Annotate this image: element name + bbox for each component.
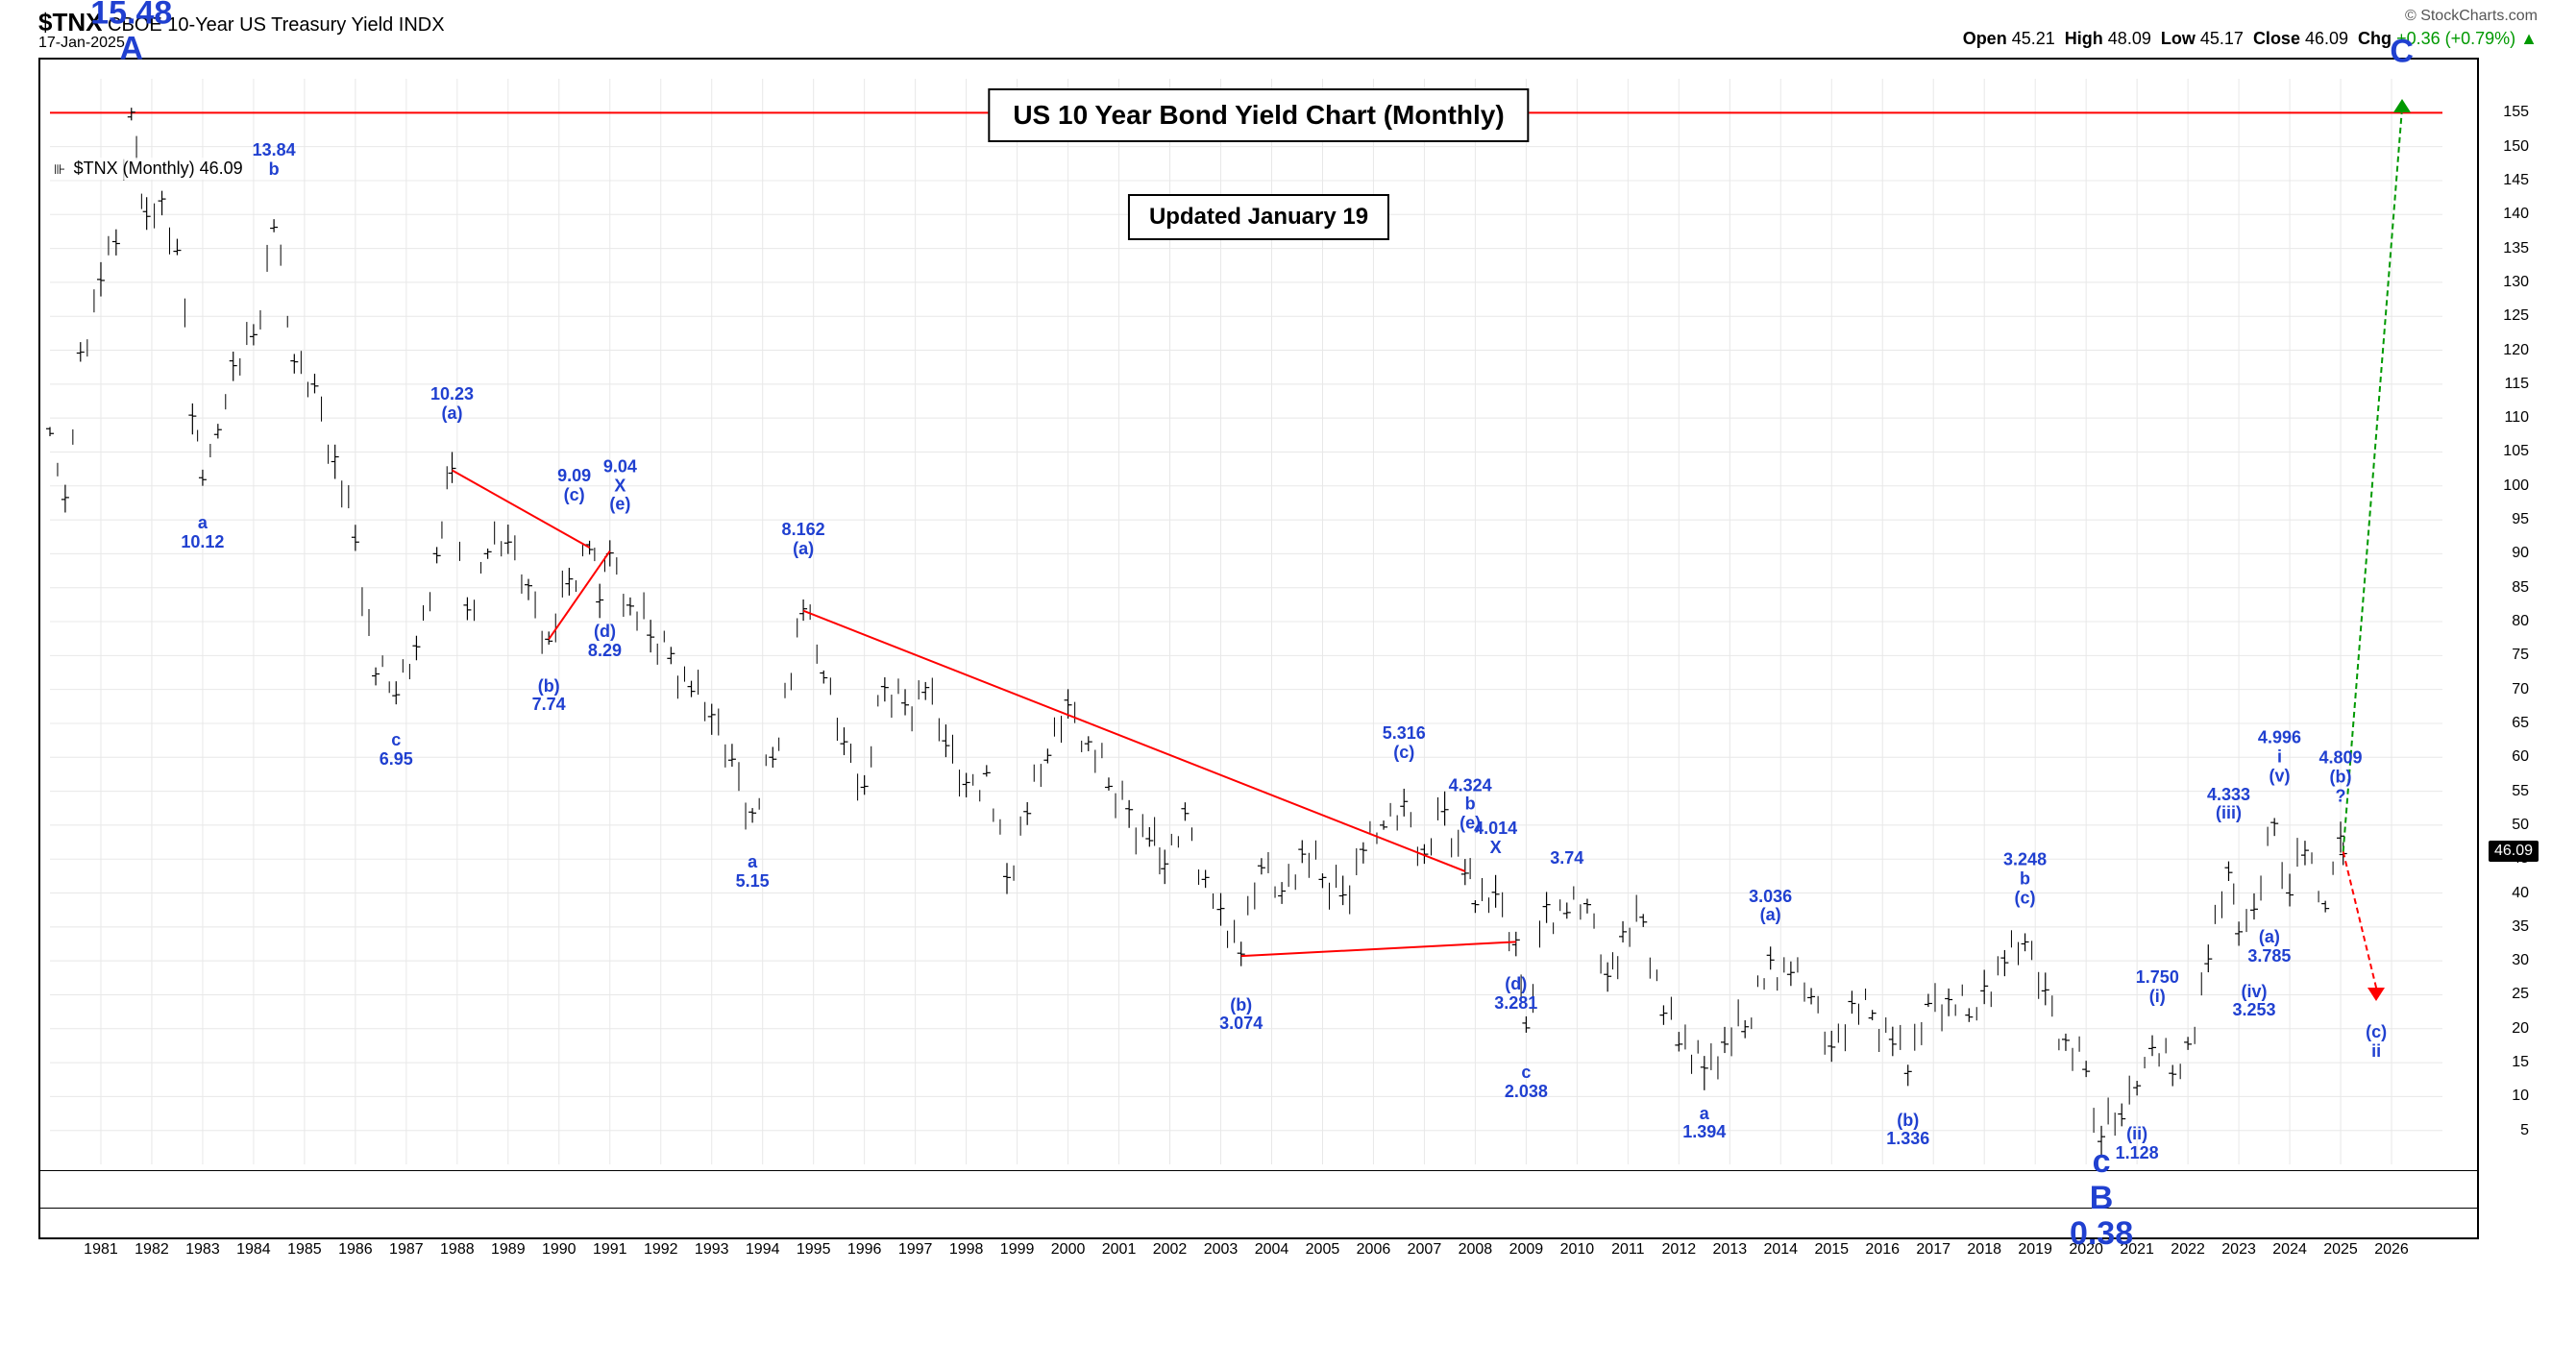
- chart-subtitle: Updated January 19: [1128, 194, 1389, 240]
- chart-header: $TNX CBOE 10-Year US Treasury Yield INDX…: [38, 8, 2538, 56]
- wave-label: 8.162(a): [782, 521, 825, 559]
- wave-label: 3.74: [1550, 849, 1583, 868]
- ohlc-readout: Open 45.21 High 48.09 Low 45.17 Close 46…: [1963, 29, 2538, 49]
- chart-legend: ⊪ $TNX (Monthly) 46.09: [50, 158, 247, 180]
- wave-label: 3.248b(c): [2003, 851, 2047, 908]
- wave-label: 15.48A: [90, 0, 172, 67]
- wave-label: (c)ii: [2366, 1023, 2387, 1062]
- wave-label: (d)3.281: [1494, 976, 1537, 1015]
- wave-label: a5.15: [736, 854, 770, 893]
- wave-label: (ii)1.128: [2116, 1125, 2159, 1163]
- wave-label: (a)3.785: [2247, 928, 2291, 966]
- wave-label: 4.809(b)?: [2319, 749, 2363, 806]
- wave-label: 9.09(c): [557, 467, 591, 505]
- wave-label: 5.316(c): [1383, 724, 1426, 763]
- wave-label: 4.996i(v): [2258, 729, 2301, 786]
- wave-label: a10.12: [181, 514, 224, 552]
- wave-label: a1.394: [1682, 1105, 1726, 1143]
- wave-label: 13.84b: [253, 141, 296, 180]
- wave-label: (iv)3.253: [2232, 983, 2275, 1021]
- wave-label: (b)7.74: [532, 677, 566, 716]
- chart-title: US 10 Year Bond Yield Chart (Monthly): [988, 88, 1529, 142]
- price-marker: 46.09: [2489, 841, 2539, 862]
- wave-label: 4.333(iii): [2207, 786, 2250, 824]
- y-axis: 5101520253035404550556065707580859095100…: [2481, 60, 2529, 1237]
- wave-label: c6.95: [380, 731, 413, 770]
- wave-label: 10.23(a): [430, 385, 474, 424]
- wave-label: (b)3.074: [1219, 996, 1263, 1035]
- wave-label: C: [2390, 34, 2414, 69]
- wave-label: 4.014X: [1474, 819, 1517, 858]
- wave-label: (d)8.29: [588, 623, 622, 661]
- wave-label: 9.04X(e): [603, 457, 637, 514]
- wave-label: (b)1.336: [1886, 1112, 1929, 1150]
- wave-label: c2.038: [1505, 1064, 1548, 1102]
- wave-label: 1.750(i): [2136, 969, 2179, 1008]
- wave-label: 3.036(a): [1749, 888, 1792, 926]
- source-credit: © StockCharts.com: [1963, 8, 2538, 25]
- chart-panel: US 10 Year Bond Yield Chart (Monthly) Up…: [38, 58, 2479, 1239]
